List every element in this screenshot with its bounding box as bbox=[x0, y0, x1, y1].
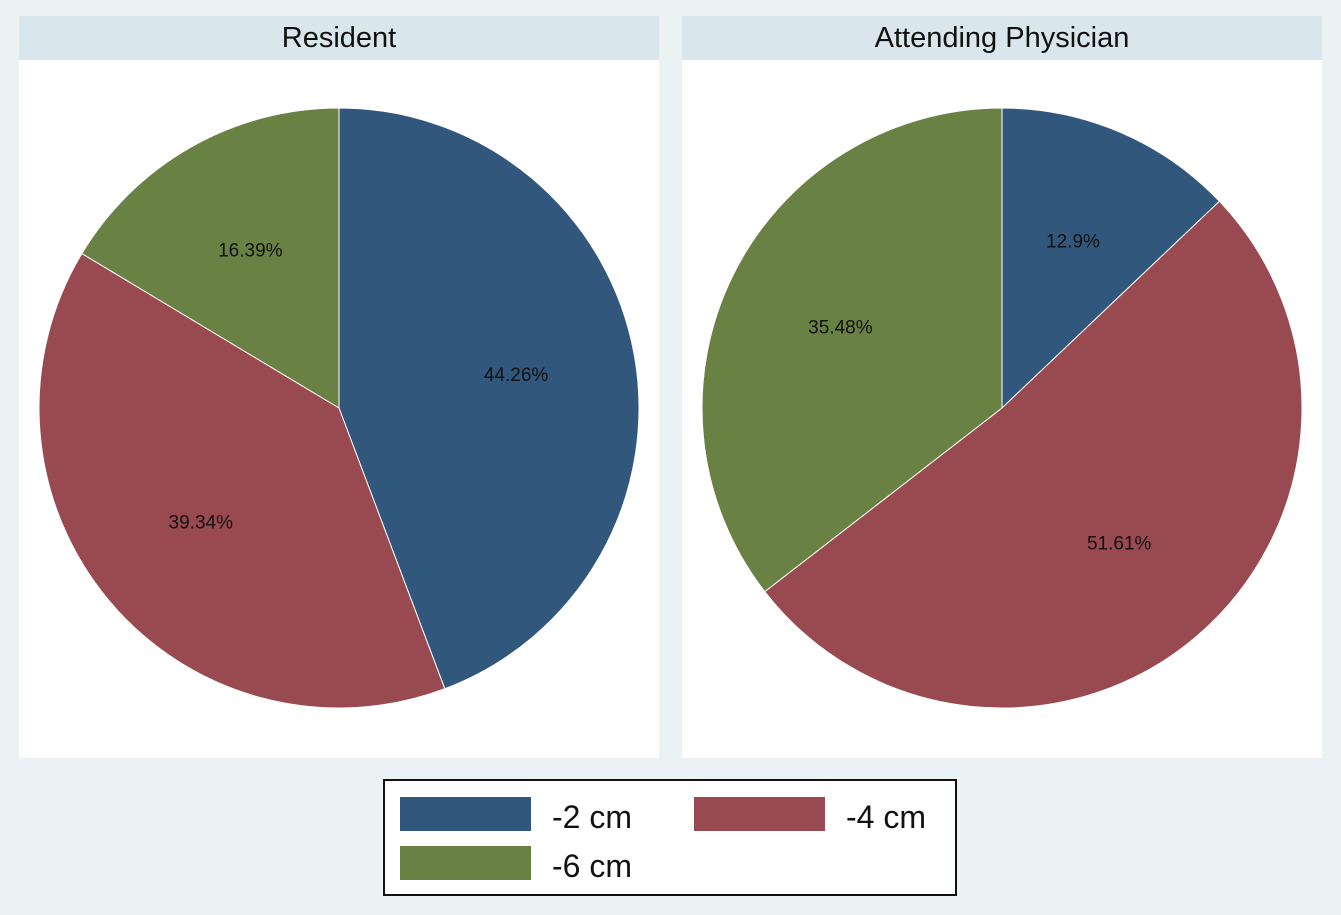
pie-slice-label-4cm: 39.34% bbox=[169, 512, 234, 533]
panel-resident: Resident 44.26% 39.34% 16.39% bbox=[19, 16, 659, 758]
panel-attending-physician-header bbox=[682, 16, 1322, 60]
legend-label-4cm: -4 cm bbox=[846, 799, 926, 835]
panel-resident-header bbox=[19, 16, 659, 60]
pie-slice-6cm bbox=[81, 107, 340, 409]
legend-swatch-4cm bbox=[694, 797, 825, 831]
pie-slice-2cm bbox=[338, 107, 640, 690]
pie-slice-6cm bbox=[701, 107, 1003, 593]
pie-slice-label-6cm: 35.48% bbox=[808, 318, 873, 339]
pie-slice-label-6cm: 16.39% bbox=[218, 240, 283, 261]
pie-slice-label-2cm: 12.9% bbox=[1046, 232, 1100, 253]
legend: -2 cm -4 cm -6 cm bbox=[383, 779, 957, 896]
pie-slice-4cm bbox=[764, 200, 1303, 709]
pie-slice-label-4cm: 51.61% bbox=[1087, 534, 1152, 555]
pie-slice-label-2cm: 44.26% bbox=[484, 365, 549, 386]
panel-resident-title: Resident bbox=[282, 22, 396, 54]
legend-swatch-2cm bbox=[400, 797, 531, 831]
panel-attending-physician: Attending Physician 12.9% 51.61% 35.48% bbox=[682, 16, 1322, 758]
pie-attending-physician: 12.9% 51.61% 35.48% bbox=[701, 107, 1303, 709]
pie-slice-4cm bbox=[38, 252, 446, 709]
pie-resident: 44.26% 39.34% 16.39% bbox=[38, 107, 640, 709]
panel-attending-physician-title: Attending Physician bbox=[875, 22, 1130, 54]
pie-slice-2cm bbox=[1001, 107, 1221, 410]
legend-label-6cm: -6 cm bbox=[552, 848, 632, 884]
legend-label-2cm: -2 cm bbox=[552, 799, 632, 835]
legend-swatch-6cm bbox=[400, 846, 531, 880]
